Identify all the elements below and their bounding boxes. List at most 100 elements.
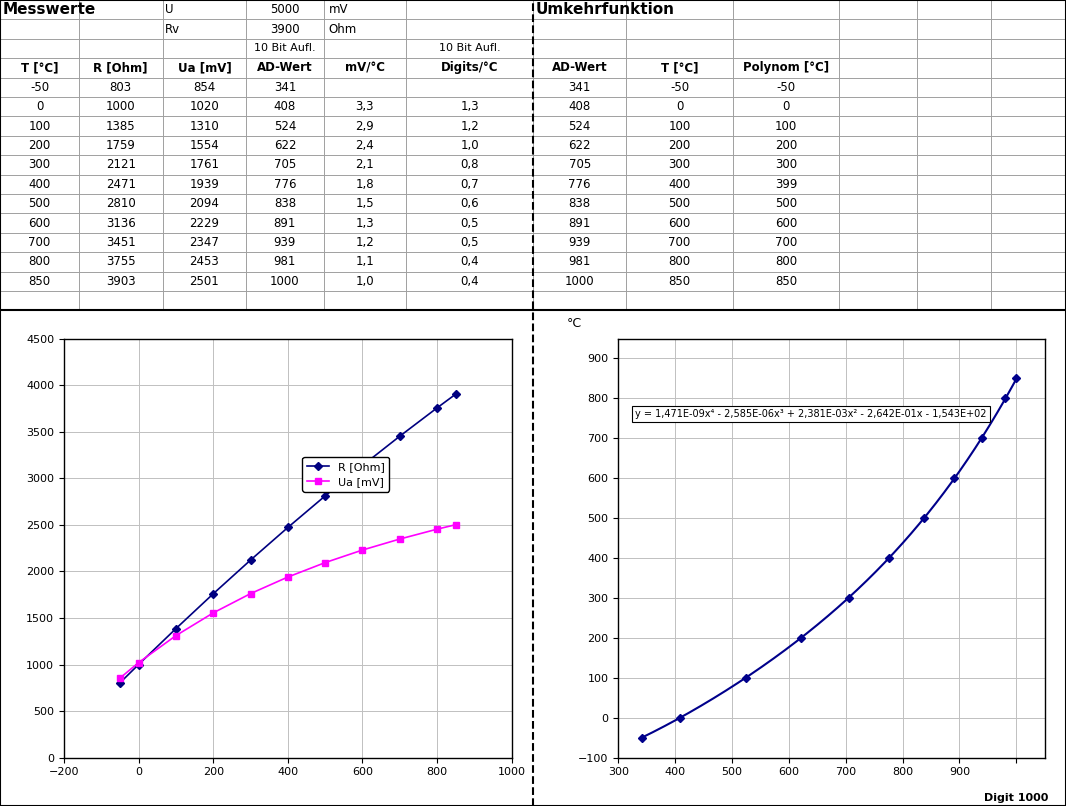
Text: 1,5: 1,5	[356, 197, 374, 210]
Text: 600: 600	[29, 217, 50, 230]
Text: 524: 524	[568, 119, 591, 132]
Text: 1,3: 1,3	[461, 100, 479, 113]
Text: 2,4: 2,4	[355, 139, 374, 152]
Text: 3755: 3755	[106, 256, 135, 268]
Text: 1,2: 1,2	[461, 119, 479, 132]
Text: 1,3: 1,3	[356, 217, 374, 230]
Text: 705: 705	[568, 158, 591, 172]
Text: 100: 100	[775, 119, 797, 132]
Text: 1,0: 1,0	[356, 275, 374, 288]
Text: 3,3: 3,3	[356, 100, 374, 113]
Legend: R [Ohm], Ua [mV]: R [Ohm], Ua [mV]	[303, 457, 389, 492]
Text: 1,8: 1,8	[356, 178, 374, 191]
Text: 0: 0	[782, 100, 790, 113]
Text: 0,6: 0,6	[461, 197, 479, 210]
Text: 3903: 3903	[106, 275, 135, 288]
Text: 10 Bit Aufl.: 10 Bit Aufl.	[439, 44, 500, 53]
Text: 2,9: 2,9	[355, 119, 374, 132]
Text: 600: 600	[775, 217, 797, 230]
Text: 2471: 2471	[106, 178, 135, 191]
Text: Ohm: Ohm	[328, 23, 357, 35]
Text: Messwerte: Messwerte	[2, 2, 96, 17]
Text: 850: 850	[775, 275, 797, 288]
Text: 981: 981	[274, 256, 296, 268]
Text: R [Ohm]: R [Ohm]	[94, 61, 148, 74]
Text: 1385: 1385	[106, 119, 135, 132]
Text: Rv: Rv	[165, 23, 180, 35]
Text: 2094: 2094	[190, 197, 220, 210]
Text: 0,5: 0,5	[461, 217, 479, 230]
Text: 408: 408	[568, 100, 591, 113]
Text: 100: 100	[29, 119, 50, 132]
Text: 2501: 2501	[190, 275, 220, 288]
Text: -50: -50	[671, 81, 689, 93]
Text: 10 Bit Aufl.: 10 Bit Aufl.	[254, 44, 316, 53]
R [Ohm]	[393, 431, 406, 441]
R [Ohm]	[169, 624, 182, 634]
Text: 1554: 1554	[190, 139, 220, 152]
R [Ohm]	[207, 589, 220, 599]
R [Ohm]	[114, 678, 127, 688]
Text: 2121: 2121	[106, 158, 135, 172]
Text: 2453: 2453	[190, 256, 220, 268]
R [Ohm]	[319, 491, 332, 501]
Text: 1,0: 1,0	[461, 139, 479, 152]
Text: 1020: 1020	[190, 100, 220, 113]
Text: Digits/°C: Digits/°C	[441, 61, 498, 74]
Text: Umkehrfunktion: Umkehrfunktion	[535, 2, 675, 17]
Text: 500: 500	[668, 197, 691, 210]
Text: 803: 803	[110, 81, 132, 93]
Ua [mV]	[244, 589, 257, 599]
Ua [mV]	[281, 572, 294, 582]
Text: 500: 500	[775, 197, 797, 210]
Line: Ua [mV]: Ua [mV]	[117, 522, 458, 681]
Line: R [Ohm]: R [Ohm]	[117, 392, 458, 686]
Text: 838: 838	[568, 197, 591, 210]
Text: 891: 891	[568, 217, 591, 230]
Text: 700: 700	[668, 236, 691, 249]
Text: 2810: 2810	[106, 197, 135, 210]
Text: 622: 622	[568, 139, 591, 152]
Text: 0,5: 0,5	[461, 236, 479, 249]
Text: T [°C]: T [°C]	[661, 61, 698, 74]
Ua [mV]	[114, 673, 127, 683]
Text: 300: 300	[668, 158, 691, 172]
Text: 524: 524	[274, 119, 296, 132]
R [Ohm]	[356, 461, 369, 471]
Ua [mV]	[132, 658, 145, 667]
R [Ohm]	[431, 403, 443, 413]
Text: 939: 939	[274, 236, 296, 249]
Text: 1000: 1000	[565, 275, 595, 288]
Text: 500: 500	[29, 197, 50, 210]
Text: 0,4: 0,4	[461, 275, 479, 288]
Text: °C: °C	[567, 317, 582, 330]
Text: y = 1,471E-09x⁴ - 2,585E-06x³ + 2,381E-03x² - 2,642E-01x - 1,543E+02: y = 1,471E-09x⁴ - 2,585E-06x³ + 2,381E-0…	[635, 409, 987, 419]
Text: 800: 800	[775, 256, 797, 268]
R [Ohm]	[450, 389, 463, 399]
Text: 341: 341	[568, 81, 591, 93]
Text: 0: 0	[676, 100, 683, 113]
Text: 400: 400	[29, 178, 50, 191]
R [Ohm]	[244, 555, 257, 565]
Text: 408: 408	[274, 100, 296, 113]
Ua [mV]	[356, 545, 369, 555]
Text: 2,1: 2,1	[355, 158, 374, 172]
Text: 850: 850	[668, 275, 691, 288]
Text: 3900: 3900	[270, 23, 300, 35]
Text: 0: 0	[36, 100, 43, 113]
Text: 400: 400	[668, 178, 691, 191]
Ua [mV]	[169, 631, 182, 641]
Text: 891: 891	[274, 217, 296, 230]
Text: 1310: 1310	[190, 119, 220, 132]
Text: 854: 854	[193, 81, 215, 93]
Text: 399: 399	[775, 178, 797, 191]
Text: 1,2: 1,2	[355, 236, 374, 249]
Text: 5000: 5000	[270, 3, 300, 16]
Text: 705: 705	[274, 158, 296, 172]
Text: -50: -50	[30, 81, 49, 93]
Text: 200: 200	[668, 139, 691, 152]
Text: 776: 776	[274, 178, 296, 191]
Text: 939: 939	[568, 236, 591, 249]
Text: 200: 200	[29, 139, 50, 152]
Text: 0,7: 0,7	[461, 178, 479, 191]
